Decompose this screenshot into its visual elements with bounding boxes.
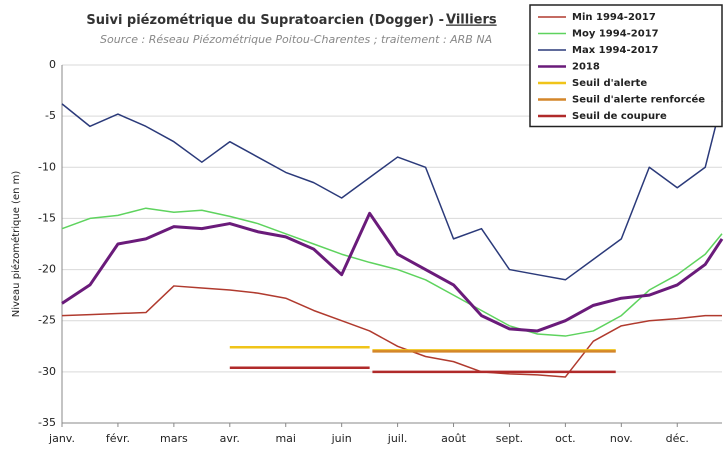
legend-label: Min 1994-2017 xyxy=(572,12,656,23)
x-tick-label: janv. xyxy=(48,432,75,445)
chart-title-place: Villiers xyxy=(446,13,497,28)
x-tick-label: avr. xyxy=(220,432,240,445)
y-axis-label: Niveau piézométrique (en m) xyxy=(10,171,22,318)
y-tick-label: 0 xyxy=(49,58,56,71)
x-tick-label: août xyxy=(441,432,466,445)
y-tick-label: -30 xyxy=(38,365,56,378)
x-tick-label: févr. xyxy=(106,432,130,445)
legend-label: Seuil d'alerte renforcée xyxy=(572,94,705,106)
x-tick-label: juin xyxy=(331,432,352,445)
chart-title: Suivi piézométrique du Supratoarcien (Do… xyxy=(86,13,444,28)
y-tick-label: -25 xyxy=(38,314,56,327)
legend-label: Seuil d'alerte xyxy=(572,78,647,89)
series-line xyxy=(61,100,723,281)
x-tick-label: mai xyxy=(275,432,296,445)
series-line xyxy=(61,285,722,378)
x-tick-label: nov. xyxy=(610,432,633,445)
y-tick-label: -35 xyxy=(38,416,56,429)
series-line xyxy=(61,207,723,337)
legend: Min 1994-2017 Moy 1994-2017 Max 1994-2017 2… xyxy=(529,4,723,128)
legend-label: Max 1994-2017 xyxy=(572,45,658,56)
x-tick-label: mars xyxy=(160,432,188,445)
legend-label: 2018 xyxy=(572,62,600,73)
series-line xyxy=(61,211,724,333)
x-tick-label: juil. xyxy=(387,432,408,445)
x-tick-label: sept. xyxy=(496,432,523,445)
x-tick-label: déc. xyxy=(666,432,689,445)
y-tick-label: -20 xyxy=(38,263,56,276)
chart-subtitle: Source : Réseau Piézométrique Poitou-Cha… xyxy=(100,33,492,46)
legend-label: Moy 1994-2017 xyxy=(572,29,659,40)
x-tick-label: oct. xyxy=(555,432,576,445)
y-tick-label: -10 xyxy=(38,160,56,173)
y-tick-label: -15 xyxy=(38,211,56,224)
legend-label: Seuil de coupure xyxy=(572,111,667,122)
y-tick-label: -5 xyxy=(45,109,56,122)
